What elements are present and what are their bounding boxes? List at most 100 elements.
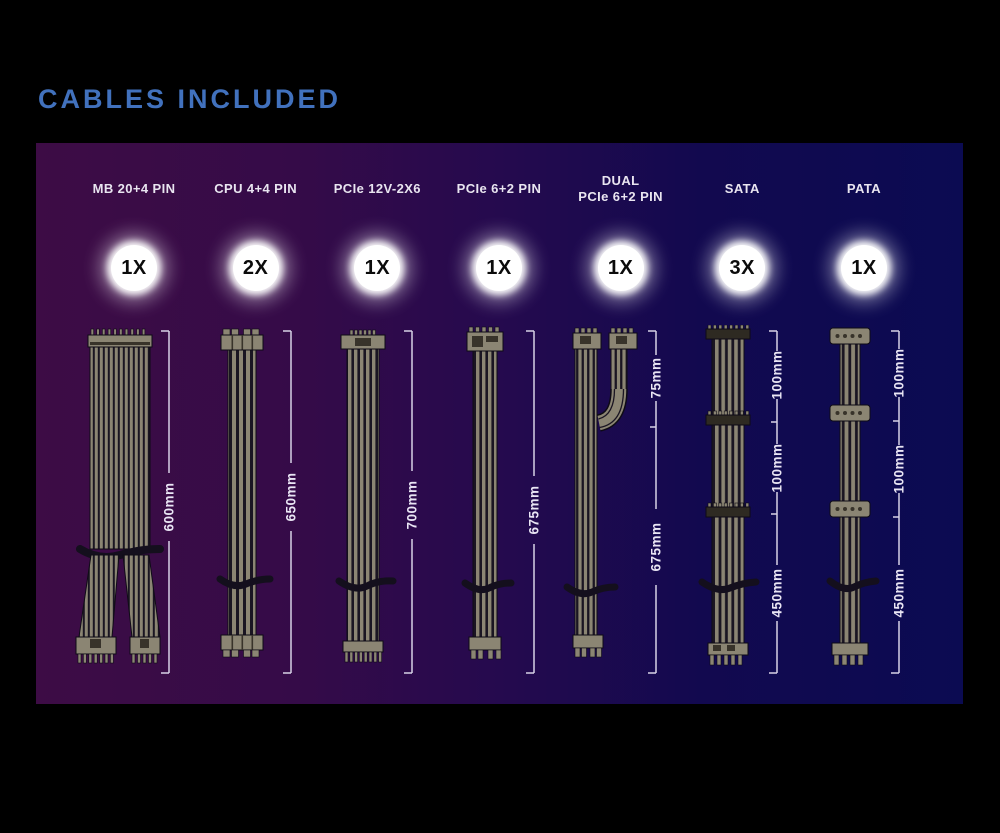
measurement-label: 100mm (891, 348, 906, 397)
dual-pcie-cable-illustration: 75mm 675mm (563, 327, 663, 674)
measurement-bracket: 700mm (404, 330, 420, 674)
cable-figure: 675mm (439, 325, 559, 685)
cable-sleeve (227, 349, 257, 636)
molex-connector-1 (829, 327, 871, 345)
quantity-label: 1X (364, 256, 391, 279)
molex-connector-2 (829, 404, 871, 422)
connector-top (466, 326, 504, 352)
quantity-badge: 1X (111, 245, 157, 291)
quantity-badge: 1X (354, 245, 401, 291)
pata-cable-illustration: 100mm 100mm 450mm (826, 327, 906, 674)
cable-figure: 700mm (317, 325, 437, 685)
cable-figure: 100mm 100mm 450mm (804, 325, 924, 685)
cable-type-label: PCIe 6+2 PIN (456, 180, 542, 196)
cable-type-label: PATA (846, 180, 881, 196)
cable-figure: 75mm 675mm (561, 325, 681, 685)
cable-column-pcie-6-2-pin: PCIe 6+2 PIN 1X (439, 143, 559, 704)
cable-column-pata: PATA 1X (804, 143, 924, 704)
cable-figure: 600mm (74, 325, 194, 685)
connector-top-right (608, 327, 638, 350)
measurement-label: 450mm (770, 568, 785, 617)
measurement-label: 75mm (648, 357, 663, 398)
connector-top (87, 328, 153, 348)
measurement-bracket: 100mm 100mm 450mm (890, 330, 906, 674)
cable-column-dual-pcie-6-2-pin: DUAL PCIe 6+2 PIN 1X (561, 143, 681, 704)
cable-tie (698, 578, 760, 593)
connector-bottom (831, 642, 869, 666)
cpu-cable-illustration: 650mm (216, 328, 298, 674)
measurement-label: 100mm (770, 350, 785, 399)
pcie62-cable-illustration: 675mm (461, 326, 541, 674)
cable-leg-right (122, 554, 161, 638)
connector-bottom (468, 636, 502, 660)
measurement-label: 450mm (891, 568, 906, 617)
cable-type-label: SATA (724, 180, 760, 196)
cable-type-label: DUAL PCIe 6+2 PIN (578, 172, 663, 204)
measurement-label: 650mm (283, 472, 298, 521)
quantity-badge: 2X (232, 245, 279, 291)
cable-figure: 650mm (196, 325, 316, 685)
connector-bottom (342, 640, 384, 663)
measurement-label: 600mm (162, 482, 177, 531)
quantity-label: 2X (242, 256, 269, 279)
molex-connector-3 (829, 500, 871, 518)
measurement-label: 675mm (648, 522, 663, 571)
quantity-badge: 1X (840, 245, 887, 291)
sata-connector-3 (705, 502, 751, 518)
quantity-label: 1X (607, 256, 634, 279)
cable-leg-left (78, 554, 120, 638)
pcie12v-cable-illustration: 700mm (335, 329, 420, 674)
cable-sleeve (346, 348, 380, 642)
sata-connector-2 (705, 410, 751, 426)
connector-bottom-left (75, 636, 117, 664)
quantity-label: 1X (121, 256, 147, 279)
sata-cable-illustration: 100mm 100mm 450mm (698, 324, 785, 674)
cable-sleeve-branch (610, 348, 628, 391)
cable-figure: 100mm 100mm 450mm (682, 324, 802, 685)
cable-tie (76, 545, 164, 561)
measurement-label: 675mm (526, 485, 541, 534)
cable-tie (563, 583, 619, 598)
cable-type-label: CPU 4+4 PIN (214, 180, 298, 196)
connector-top (220, 328, 264, 351)
cable-tie (216, 575, 274, 590)
cable-type-label: PCIe 12V-2X6 (333, 180, 421, 196)
cable-sleeve (839, 334, 861, 656)
connector-bottom-right (129, 636, 161, 664)
sata-connector-1 (705, 324, 751, 340)
quantity-badge: 3X (719, 245, 766, 291)
quantity-badge: 1X (597, 245, 644, 291)
measurement-label: 100mm (770, 443, 785, 492)
cable-column-sata: SATA 3X (682, 143, 802, 704)
connector-bottom (572, 634, 604, 658)
measurement-bracket: 100mm 100mm 450mm (769, 330, 785, 674)
cable-column-mb-20-4-pin: MB 20+4 PIN 1X (74, 143, 194, 704)
measurement-label: 700mm (405, 480, 420, 529)
cable-branch-elbow (596, 388, 628, 432)
connector-bottom (707, 642, 749, 666)
measurement-bracket: 75mm 675mm (647, 330, 663, 674)
cable-column-pcie-12v-2x6: PCIe 12V-2X6 1X (317, 143, 437, 704)
cable-type-label: MB 20+4 PIN (92, 180, 176, 196)
cable-sleeve (89, 346, 151, 550)
measurement-bracket: 600mm (161, 330, 177, 674)
quantity-label: 1X (486, 256, 512, 279)
quantity-badge: 1X (475, 245, 522, 291)
cable-tie (335, 577, 397, 592)
cable-column-cpu-4-4-pin: CPU 4+4 PIN 2X (196, 143, 316, 704)
cable-sleeve (711, 334, 745, 656)
connector-top-left (572, 327, 602, 350)
cable-tie (461, 579, 515, 594)
mb-cable-illustration: 600mm (75, 328, 177, 674)
connector-bottom (220, 634, 264, 658)
measurement-bracket: 675mm (525, 330, 541, 674)
cable-sleeve (472, 350, 498, 638)
measurement-bracket: 650mm (282, 330, 298, 674)
cables-panel: MB 20+4 PIN 1X (36, 143, 963, 704)
section-title: CABLES INCLUDED (38, 84, 342, 114)
quantity-label: 3X (729, 256, 756, 279)
quantity-label: 1X (851, 256, 877, 279)
measurement-label: 100mm (891, 444, 906, 493)
connector-top (340, 329, 386, 350)
